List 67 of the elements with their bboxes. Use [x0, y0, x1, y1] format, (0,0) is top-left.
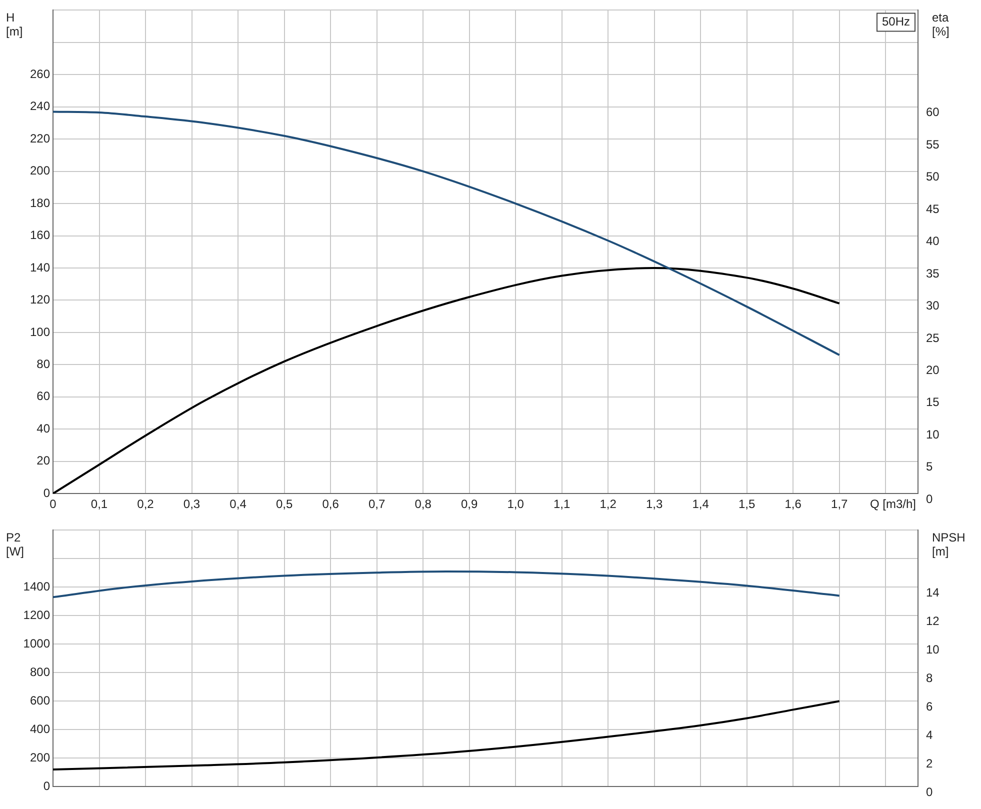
y-tick-label: 0: [43, 486, 50, 500]
y-tick-label: 1400: [23, 579, 50, 594]
y2-axis-title: NPSH [m]: [932, 530, 966, 559]
y2-tick-label: 2: [926, 756, 933, 770]
y2-tick-label: 5: [926, 460, 933, 474]
y-tick-label: 220: [30, 131, 50, 146]
y-tick-label: 60: [36, 389, 50, 404]
x-tick-label: 1,6: [784, 497, 802, 512]
y-axis-title: H [m]: [6, 10, 23, 39]
y-tick-label: 400: [30, 722, 50, 736]
y-tick-label: 20: [36, 454, 50, 468]
y-tick-label: 800: [30, 664, 50, 679]
x-tick-label: 0,5: [276, 497, 293, 512]
x-tick-label: 0,3: [183, 497, 200, 512]
y2-tick-label: 4: [926, 728, 933, 742]
y2-tick-label: 60: [926, 105, 940, 120]
y-tick-label: 600: [30, 693, 50, 708]
x-tick-label: 1,0: [507, 497, 524, 512]
y-tick-label: 80: [36, 357, 50, 372]
y-tick-label: 1000: [23, 636, 50, 650]
y-tick-label: 120: [30, 292, 50, 307]
y-tick-label: 240: [30, 99, 50, 114]
y-tick-label: 100: [30, 324, 50, 339]
y2-tick-label: 0: [926, 784, 933, 799]
y-tick-label: 1200: [23, 608, 50, 622]
y-tick-label: 260: [30, 66, 50, 81]
x-tick-label: 0,6: [322, 497, 340, 512]
x-tick-label: 0,2: [137, 497, 154, 512]
x-tick-label: 1,4: [692, 497, 710, 512]
y2-tick-label: 8: [926, 670, 933, 685]
y2-tick-label: 30: [926, 298, 940, 313]
x-tick-label: 1,5: [738, 497, 756, 512]
y-tick-label: 180: [30, 196, 50, 210]
x-tick-label: 1,7: [831, 497, 848, 512]
y-tick-label: 0: [43, 778, 50, 793]
x-tick-label: 1,1: [553, 497, 570, 512]
y-axis-title: P2 [W]: [6, 530, 24, 559]
y2-tick-label: 35: [926, 266, 940, 280]
line-series: [53, 570, 840, 598]
annotation: 50Hz: [882, 14, 910, 29]
x-tick-label: 0,7: [368, 497, 386, 512]
line-series: [53, 110, 840, 356]
y2-tick-label: 25: [926, 330, 940, 345]
y2-tick-label: 40: [926, 234, 940, 248]
y-tick-label: 140: [30, 260, 50, 274]
y2-tick-label: 20: [926, 363, 940, 378]
x-tick-label: 1,2: [600, 497, 617, 512]
y2-tick-label: 55: [926, 137, 940, 152]
y2-tick-label: 6: [926, 699, 933, 714]
y2-tick-label: 10: [926, 642, 940, 656]
y2-tick-label: 10: [926, 427, 940, 442]
y2-tick-label: 12: [926, 614, 940, 628]
x-tick-label: 0,8: [414, 497, 432, 512]
x-tick-label: 0,1: [90, 497, 108, 512]
y2-tick-label: 15: [926, 395, 940, 410]
y-tick-label: 200: [30, 750, 50, 764]
y-tick-label: 40: [36, 421, 50, 436]
y2-tick-label: 50: [926, 170, 940, 184]
x-tick-label: 0,9: [460, 497, 478, 512]
y-tick-label: 200: [30, 164, 50, 178]
x-tick-label: 1,3: [646, 497, 663, 512]
y-tick-label: 160: [30, 228, 50, 242]
y2-tick-label: 14: [926, 585, 940, 600]
x-axis-title: Q [m3/h]: [870, 496, 916, 511]
y2-axis-title: eta [%]: [932, 10, 950, 39]
y2-tick-label: 45: [926, 202, 940, 216]
x-tick-label: 0,4: [230, 497, 247, 512]
